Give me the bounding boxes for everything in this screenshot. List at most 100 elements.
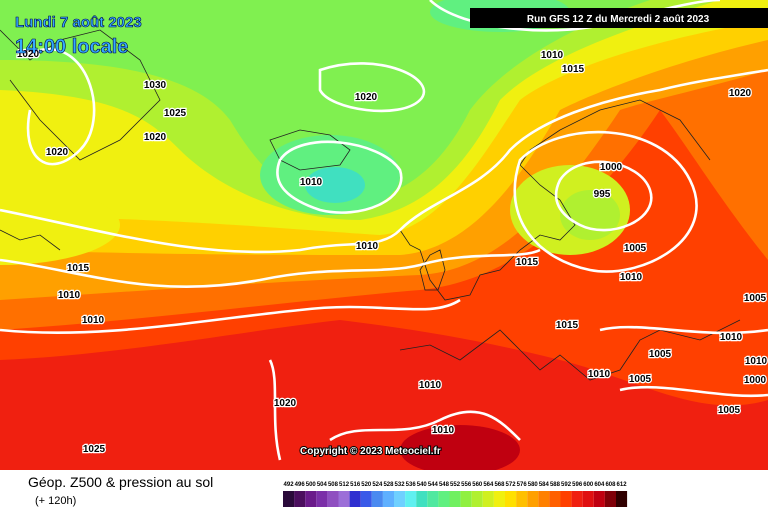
scale-swatch (416, 491, 428, 507)
scale-swatch (516, 491, 528, 507)
scale-swatch (616, 491, 628, 507)
isobar-labels: 1020 1030 1025 1020 1020 1020 1010 1015 1020 1010… (16, 48, 768, 457)
isobar-label: 1020 (46, 147, 69, 158)
scale-label: 576 (517, 482, 528, 488)
isobar-label: 1010 (432, 425, 455, 436)
isobar-label: 1005 (744, 293, 767, 304)
isobar-label: 1020 (17, 49, 40, 60)
isobar-label: 1010 (620, 272, 643, 283)
scale-swatch (571, 491, 583, 507)
scale-label: 512 (339, 482, 350, 488)
legend-subtitle: (+ 120h) (35, 495, 76, 507)
isobar-label: 1005 (718, 405, 741, 416)
scale-swatch (471, 491, 483, 507)
scale-label: 596 (572, 482, 583, 488)
isobar-label: 1020 (274, 398, 297, 409)
isobar-label: 1010 (541, 50, 564, 61)
isobars (0, 0, 768, 461)
legend-title: Géop. Z500 & pression au sol (28, 474, 213, 490)
scale-label: 584 (539, 482, 550, 488)
scale-label: 588 (550, 482, 561, 488)
isobar-label: 1015 (562, 64, 585, 75)
isobar-label: 995 (594, 189, 611, 200)
isobar-label: 1020 (144, 132, 167, 143)
isobar-label: 1005 (624, 243, 647, 254)
scale-swatch (527, 491, 539, 507)
scale-label: 568 (494, 482, 505, 488)
isobar-label: 1025 (83, 444, 106, 455)
scale-swatch (604, 491, 616, 507)
scale-label: 544 (428, 482, 439, 488)
scale-swatch (438, 491, 450, 507)
geopotential-field (0, 0, 768, 475)
scale-swatch (538, 491, 550, 507)
scale-label: 528 (383, 482, 394, 488)
isobar-label: 1025 (164, 108, 187, 119)
scale-label: 504 (317, 482, 328, 488)
isobar-label: 1015 (67, 263, 90, 274)
scale-swatch (283, 491, 295, 507)
isobar-label: 1010 (745, 356, 768, 367)
scale-swatch (505, 491, 517, 507)
isobar-label: 1010 (419, 380, 442, 391)
color-scale: 492 496 500 504 508 512 516 520 524 528 532 536 540 5… (283, 482, 627, 507)
isobar-label: 1010 (58, 290, 81, 301)
scale-label: 508 (328, 482, 339, 488)
scale-swatch (593, 491, 605, 507)
isobar-label: 1005 (649, 349, 672, 360)
scale-label: 496 (295, 482, 306, 488)
scale-label: 548 (439, 482, 450, 488)
isobar-label: 1020 (729, 88, 752, 99)
scale-label: 540 (417, 482, 428, 488)
isobar-label: 1010 (356, 241, 379, 252)
scale-swatch (394, 491, 406, 507)
scale-label: 580 (528, 482, 539, 488)
scale-label: 608 (605, 482, 616, 488)
scale-label: 592 (561, 482, 572, 488)
scale-swatch (349, 491, 361, 507)
date-title: Lundi 7 août 2023 (15, 14, 142, 31)
isobar-label: 1015 (516, 257, 539, 268)
scale-label: 536 (406, 482, 417, 488)
isobar-label: 1010 (720, 332, 743, 343)
scale-swatch (482, 491, 494, 507)
scale-label: 604 (594, 482, 605, 488)
scale-label: 552 (450, 482, 461, 488)
isobar-label: 1010 (82, 315, 105, 326)
scale-swatch (582, 491, 594, 507)
isobar-label: 1010 (588, 369, 611, 380)
scale-swatch (338, 491, 350, 507)
scale-swatch (382, 491, 394, 507)
scale-label: 516 (350, 482, 361, 488)
scale-label: 560 (472, 482, 483, 488)
isobar-label: 1010 (300, 177, 323, 188)
scale-label: 492 (284, 482, 295, 488)
time-title: 14:00 locale (15, 36, 128, 58)
scale-swatch (549, 491, 561, 507)
scale-label: 564 (483, 482, 494, 488)
scale-swatch (560, 491, 572, 507)
scale-label: 612 (617, 482, 628, 488)
scale-swatch (360, 491, 372, 507)
scale-swatch (371, 491, 383, 507)
isobar-label: 1020 (355, 92, 378, 103)
scale-swatch (316, 491, 328, 507)
scale-swatch (493, 491, 505, 507)
scale-label: 572 (506, 482, 517, 488)
scale-label: 520 (361, 482, 372, 488)
scale-swatch (305, 491, 317, 507)
coastlines (0, 29, 741, 381)
scale-swatch (405, 491, 417, 507)
isobar-label: 1005 (629, 374, 652, 385)
isobar-label: 1000 (600, 162, 623, 173)
isobar-label: 1015 (556, 320, 579, 331)
scale-swatch (460, 491, 472, 507)
scale-label: 500 (306, 482, 317, 488)
scale-label: 600 (583, 482, 594, 488)
isobar-label: 1000 (744, 375, 767, 386)
scale-label: 532 (395, 482, 406, 488)
run-info: Run GFS 12 Z du Mercredi 2 août 2023 (527, 14, 710, 25)
run-box (470, 8, 768, 28)
